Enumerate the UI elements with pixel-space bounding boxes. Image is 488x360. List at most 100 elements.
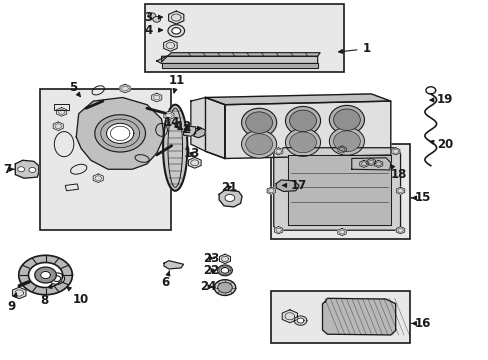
Polygon shape <box>288 155 390 225</box>
Polygon shape <box>57 108 66 116</box>
Text: 15: 15 <box>410 192 429 204</box>
Text: 2: 2 <box>182 122 201 136</box>
Polygon shape <box>205 98 224 158</box>
Ellipse shape <box>241 108 276 137</box>
Polygon shape <box>163 111 174 120</box>
Text: 23: 23 <box>203 252 219 265</box>
Text: 16: 16 <box>410 317 429 330</box>
Polygon shape <box>183 126 195 136</box>
Polygon shape <box>53 122 63 131</box>
Circle shape <box>217 282 232 293</box>
Polygon shape <box>95 115 145 152</box>
Bar <box>271 291 409 343</box>
Polygon shape <box>395 226 404 234</box>
Ellipse shape <box>333 131 360 152</box>
Ellipse shape <box>333 109 360 131</box>
Polygon shape <box>35 267 56 283</box>
Text: 24: 24 <box>200 280 217 293</box>
Polygon shape <box>151 93 162 102</box>
Polygon shape <box>266 187 275 194</box>
Polygon shape <box>106 123 134 143</box>
Polygon shape <box>276 180 299 192</box>
Polygon shape <box>120 84 130 93</box>
Text: 18: 18 <box>390 165 407 181</box>
Polygon shape <box>374 160 382 167</box>
Polygon shape <box>221 267 228 273</box>
Text: 5: 5 <box>69 81 80 96</box>
Polygon shape <box>395 187 404 194</box>
Polygon shape <box>167 25 184 37</box>
Polygon shape <box>19 255 72 295</box>
Polygon shape <box>351 158 390 170</box>
Ellipse shape <box>289 110 316 132</box>
Polygon shape <box>366 158 375 166</box>
Polygon shape <box>224 101 390 158</box>
Polygon shape <box>53 276 61 282</box>
Bar <box>271 144 409 239</box>
Polygon shape <box>390 148 399 155</box>
Polygon shape <box>274 148 282 155</box>
Polygon shape <box>163 261 183 269</box>
Polygon shape <box>76 98 163 169</box>
Bar <box>144 4 344 72</box>
Polygon shape <box>163 40 177 51</box>
Text: 13: 13 <box>183 147 200 159</box>
Ellipse shape <box>285 107 320 135</box>
Polygon shape <box>161 63 317 68</box>
Text: 19: 19 <box>429 93 452 106</box>
Ellipse shape <box>245 134 272 154</box>
Ellipse shape <box>245 112 272 134</box>
Polygon shape <box>190 98 224 158</box>
Text: 22: 22 <box>203 264 219 277</box>
Polygon shape <box>274 226 282 234</box>
Polygon shape <box>337 146 346 153</box>
Circle shape <box>18 167 24 172</box>
Polygon shape <box>41 271 50 279</box>
Ellipse shape <box>329 127 364 155</box>
Polygon shape <box>297 318 304 323</box>
Text: 4: 4 <box>144 24 162 37</box>
Polygon shape <box>282 310 297 323</box>
Circle shape <box>29 167 36 172</box>
Bar <box>54 104 69 110</box>
Polygon shape <box>168 11 183 24</box>
Polygon shape <box>12 287 26 299</box>
Polygon shape <box>205 94 390 105</box>
Text: 6: 6 <box>161 271 169 289</box>
Text: 3: 3 <box>144 11 162 24</box>
Polygon shape <box>28 262 62 288</box>
Circle shape <box>224 194 234 202</box>
Text: 7: 7 <box>3 163 14 176</box>
Polygon shape <box>49 273 64 284</box>
Polygon shape <box>294 316 306 325</box>
Text: 12: 12 <box>175 120 191 133</box>
Polygon shape <box>163 105 187 191</box>
Text: 20: 20 <box>429 138 452 151</box>
Ellipse shape <box>241 130 276 158</box>
Polygon shape <box>188 157 201 168</box>
Polygon shape <box>219 254 230 264</box>
Polygon shape <box>193 128 205 138</box>
Circle shape <box>153 17 160 22</box>
Polygon shape <box>171 28 180 34</box>
Text: 21: 21 <box>221 181 237 194</box>
Text: 8: 8 <box>41 284 52 307</box>
Ellipse shape <box>285 129 320 156</box>
Polygon shape <box>217 265 232 276</box>
Text: 10: 10 <box>67 287 89 306</box>
Bar <box>65 184 79 191</box>
Polygon shape <box>322 298 395 335</box>
Circle shape <box>214 280 235 296</box>
Text: 14: 14 <box>163 116 180 129</box>
Ellipse shape <box>289 132 316 153</box>
Polygon shape <box>15 160 39 178</box>
Ellipse shape <box>329 105 364 134</box>
Polygon shape <box>219 190 242 207</box>
Text: 1: 1 <box>338 42 370 55</box>
Polygon shape <box>157 56 317 63</box>
Bar <box>40 89 171 230</box>
Text: 11: 11 <box>168 74 185 93</box>
Text: 9: 9 <box>7 293 17 313</box>
Polygon shape <box>359 160 367 167</box>
Polygon shape <box>337 228 346 235</box>
